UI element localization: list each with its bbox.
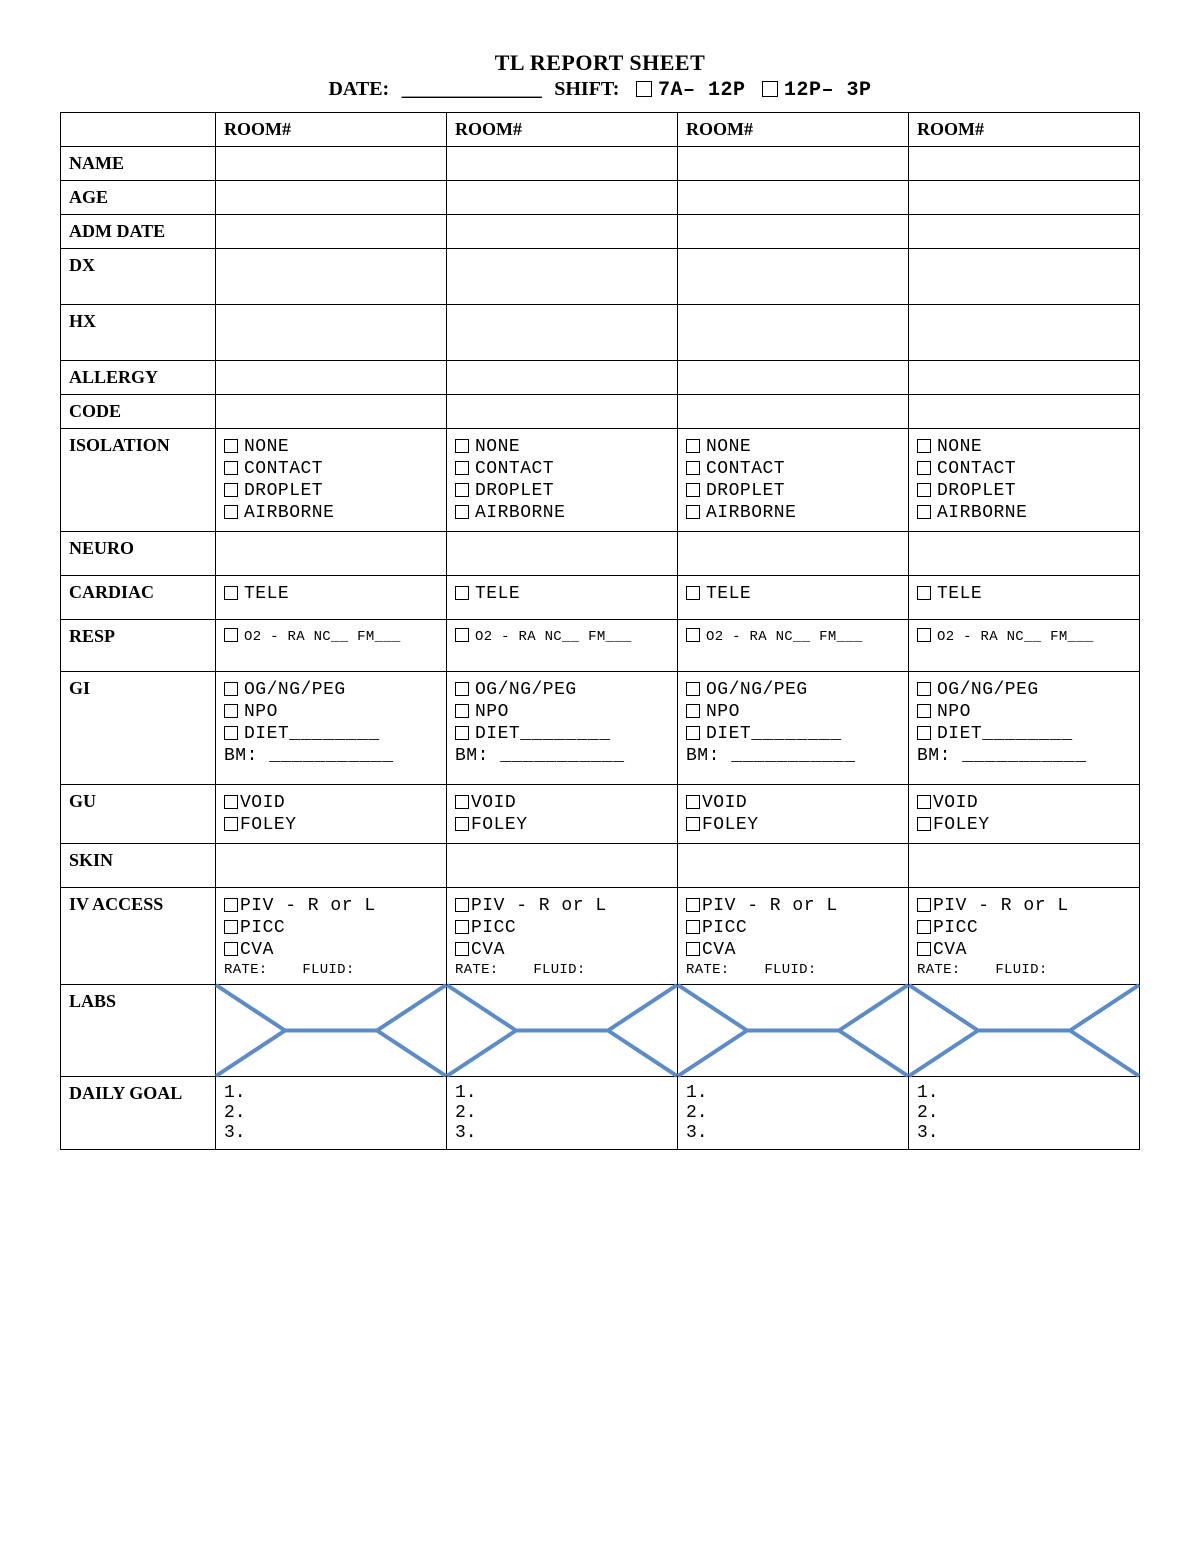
checkbox[interactable] <box>686 817 700 831</box>
checkbox[interactable] <box>455 898 469 912</box>
checkbox[interactable] <box>224 898 238 912</box>
fishbone-icon <box>447 985 677 1076</box>
checkbox[interactable] <box>224 628 238 642</box>
checkbox[interactable] <box>917 942 931 956</box>
checkbox[interactable] <box>917 586 931 600</box>
checkbox[interactable] <box>455 461 469 475</box>
checkbox[interactable] <box>224 942 238 956</box>
report-table: ROOM#ROOM#ROOM#ROOM#NAMEAGEADM DATEDXHXA… <box>60 112 1140 1150</box>
checkbox[interactable] <box>455 439 469 453</box>
checkbox[interactable] <box>455 726 469 740</box>
shift-label: SHIFT: <box>554 78 619 100</box>
checkbox[interactable] <box>455 920 469 934</box>
shift-opt-1: 7A– 12P <box>658 79 746 102</box>
checkbox[interactable] <box>686 461 700 475</box>
checkbox[interactable] <box>917 628 931 642</box>
checkbox[interactable] <box>686 483 700 497</box>
checkbox[interactable] <box>455 704 469 718</box>
checkbox[interactable] <box>224 817 238 831</box>
checkbox[interactable] <box>224 920 238 934</box>
checkbox[interactable] <box>455 628 469 642</box>
checkbox[interactable] <box>917 682 931 696</box>
checkbox[interactable] <box>224 483 238 497</box>
shift-checkbox-1[interactable] <box>636 81 652 97</box>
checkbox[interactable] <box>455 795 469 809</box>
checkbox[interactable] <box>686 682 700 696</box>
shift-checkbox-2[interactable] <box>762 81 778 97</box>
checkbox[interactable] <box>224 704 238 718</box>
checkbox[interactable] <box>917 817 931 831</box>
date-label: DATE: <box>328 78 389 100</box>
checkbox[interactable] <box>917 704 931 718</box>
checkbox[interactable] <box>917 898 931 912</box>
checkbox[interactable] <box>455 682 469 696</box>
page-title: TL REPORT SHEET <box>60 50 1140 76</box>
checkbox[interactable] <box>917 483 931 497</box>
checkbox[interactable] <box>455 817 469 831</box>
checkbox[interactable] <box>455 483 469 497</box>
checkbox[interactable] <box>917 795 931 809</box>
fishbone-icon <box>678 985 908 1076</box>
checkbox[interactable] <box>224 461 238 475</box>
checkbox[interactable] <box>686 920 700 934</box>
fishbone-icon <box>216 985 446 1076</box>
checkbox[interactable] <box>455 942 469 956</box>
checkbox[interactable] <box>224 682 238 696</box>
checkbox[interactable] <box>686 795 700 809</box>
checkbox[interactable] <box>224 795 238 809</box>
checkbox[interactable] <box>686 439 700 453</box>
checkbox[interactable] <box>917 461 931 475</box>
checkbox[interactable] <box>686 898 700 912</box>
checkbox[interactable] <box>224 505 238 519</box>
checkbox[interactable] <box>224 439 238 453</box>
checkbox[interactable] <box>686 505 700 519</box>
checkbox[interactable] <box>455 505 469 519</box>
checkbox[interactable] <box>686 726 700 740</box>
fishbone-icon <box>909 985 1139 1076</box>
checkbox[interactable] <box>455 586 469 600</box>
checkbox[interactable] <box>224 586 238 600</box>
checkbox[interactable] <box>917 505 931 519</box>
checkbox[interactable] <box>917 439 931 453</box>
checkbox[interactable] <box>224 726 238 740</box>
shift-opt-2: 12P– 3P <box>784 79 872 102</box>
checkbox[interactable] <box>686 586 700 600</box>
checkbox[interactable] <box>917 726 931 740</box>
checkbox[interactable] <box>686 628 700 642</box>
page-subhead: DATE: ______________ SHIFT: 7A– 12P 12P–… <box>60 78 1140 102</box>
checkbox[interactable] <box>917 920 931 934</box>
date-blank[interactable]: ______________ <box>402 78 542 100</box>
checkbox[interactable] <box>686 942 700 956</box>
checkbox[interactable] <box>686 704 700 718</box>
